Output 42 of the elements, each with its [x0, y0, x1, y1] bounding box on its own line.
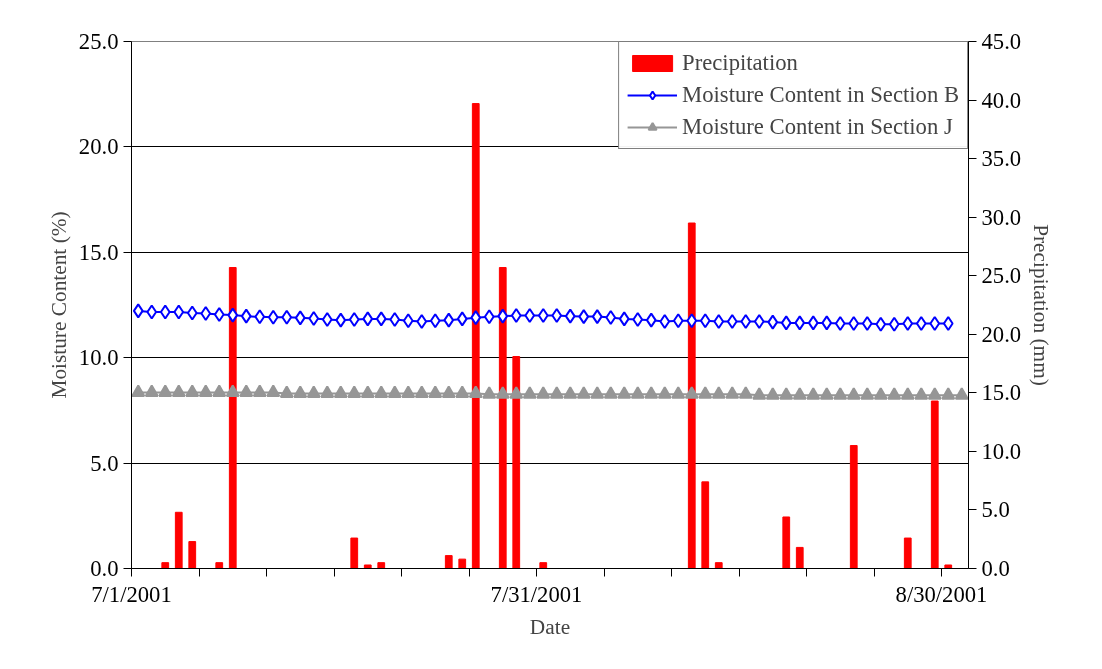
y2-tick-label: 35.0: [981, 146, 1022, 172]
x-tick-label: 8/30/2001: [895, 581, 988, 607]
y-axis-title: Moisture Content (%): [46, 211, 71, 399]
bar: [174, 511, 183, 569]
bar: [363, 564, 372, 569]
bar: [377, 562, 386, 569]
bar: [539, 562, 548, 569]
bar: [444, 555, 453, 569]
bar: [350, 537, 359, 569]
y2-tick-label: 40.0: [981, 87, 1022, 113]
y-tick-label: 25.0: [78, 29, 119, 54]
bar: [188, 541, 197, 569]
y2-tick-label: 25.0: [981, 263, 1022, 289]
bar: [458, 558, 467, 569]
y2-tick-label: 15.0: [981, 380, 1022, 406]
x-axis-title: Date: [529, 614, 571, 639]
x-tick-label: 7/31/2001: [490, 581, 583, 607]
bar: [849, 445, 858, 569]
bar: [161, 562, 170, 569]
y-tick-label: 5.0: [90, 450, 119, 476]
y-tick-label: 10.0: [78, 345, 119, 371]
y-tick-label: 0.0: [90, 556, 119, 581]
y2-tick-label: 30.0: [981, 204, 1022, 230]
bar: [903, 537, 912, 569]
legend-label: Moisture Content in Section B: [682, 82, 959, 108]
y2-tick-label: 10.0: [981, 438, 1022, 464]
x-tick-label: 7/1/2001: [91, 581, 172, 607]
y2-axis-title: Precipitation (mm): [1029, 224, 1054, 386]
y-tick-label: 20.0: [78, 134, 119, 160]
bar: [795, 546, 804, 569]
bar: [215, 562, 224, 569]
legend-label: Precipitation: [682, 50, 798, 76]
y2-tick-label: 20.0: [981, 321, 1022, 347]
bar: [714, 562, 723, 569]
legend-label: Moisture Content in Section J: [682, 114, 953, 140]
y2-tick-label: 0.0: [981, 556, 1010, 581]
y2-tick-label: 45.0: [981, 29, 1022, 54]
y2-tick-label: 5.0: [981, 497, 1010, 523]
bar: [701, 481, 710, 569]
bar: [944, 564, 953, 569]
bar: [782, 516, 791, 569]
y-tick-label: 15.0: [78, 239, 119, 265]
